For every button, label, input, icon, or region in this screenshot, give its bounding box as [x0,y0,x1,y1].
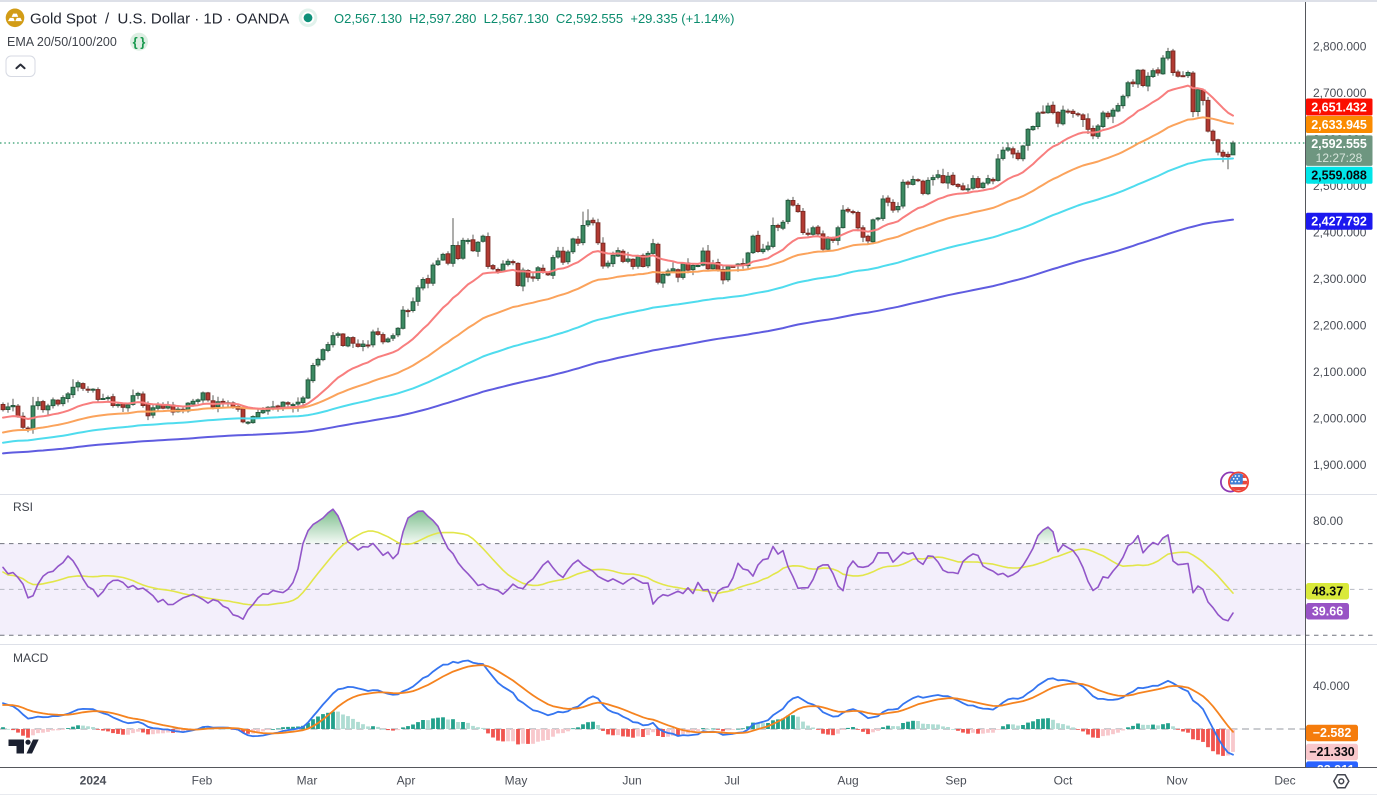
svg-text:EMA 20/50/100/200: EMA 20/50/100/200 [7,35,117,49]
svg-text:Jul: Jul [724,774,739,788]
svg-text:2,800.000: 2,800.000 [1313,40,1367,54]
svg-text:Oct: Oct [1054,774,1073,788]
svg-text:2,651.432: 2,651.432 [1311,100,1367,114]
svg-text:−2.582: −2.582 [1313,726,1352,740]
svg-text:2024: 2024 [80,774,107,788]
svg-text:2,427.792: 2,427.792 [1311,215,1367,229]
svg-text:80.00: 80.00 [1313,514,1343,528]
svg-text:Mar: Mar [297,774,318,788]
svg-text:48.37: 48.37 [1312,585,1343,599]
svg-text:2,633.945: 2,633.945 [1311,118,1367,132]
svg-text:2,000.000: 2,000.000 [1313,412,1367,426]
svg-text:2,300.000: 2,300.000 [1313,272,1367,286]
svg-text:MACD: MACD [13,651,49,665]
svg-text:Feb: Feb [192,774,213,788]
svg-text:Sep: Sep [945,774,967,788]
svg-text:2,700.000: 2,700.000 [1313,86,1367,100]
svg-text:Aug: Aug [837,774,858,788]
svg-text:40.000: 40.000 [1313,679,1350,693]
svg-text:12:27:28: 12:27:28 [1316,151,1363,165]
svg-text:May: May [505,774,528,788]
svg-text:O2,567.130 H2,597.280 L2,567: O2,567.130 H2,597.280 L2,567.130 C2,592.… [334,11,734,26]
svg-text:Jun: Jun [622,774,641,788]
svg-text:39.66: 39.66 [1312,605,1343,619]
svg-text:Nov: Nov [1166,774,1187,788]
svg-text:{ }: { } [133,34,146,49]
svg-text:Apr: Apr [397,774,416,788]
svg-text:Gold Spot / U.S. Dollar · 1D: Gold Spot / U.S. Dollar · 1D · OANDA [30,11,289,28]
svg-text:2,200.000: 2,200.000 [1313,319,1367,333]
svg-text:Dec: Dec [1274,774,1295,788]
svg-text:2,559.088: 2,559.088 [1311,169,1367,183]
svg-text:1,900.000: 1,900.000 [1313,458,1367,472]
svg-text:2,100.000: 2,100.000 [1313,365,1367,379]
svg-text:RSI: RSI [13,500,33,514]
svg-text:−23.911: −23.911 [1310,763,1355,777]
svg-text:2,592.555: 2,592.555 [1311,137,1367,151]
svg-text:−21.330: −21.330 [1309,745,1355,759]
